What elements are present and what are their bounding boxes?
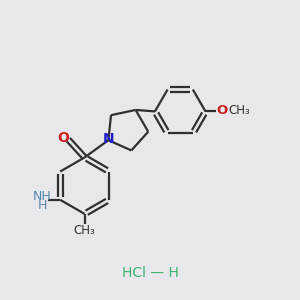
Text: O: O	[217, 104, 228, 117]
Text: N: N	[103, 132, 115, 146]
Text: O: O	[57, 131, 69, 145]
Text: H: H	[38, 199, 47, 212]
Text: HCl — H: HCl — H	[122, 266, 178, 280]
Text: CH₃: CH₃	[74, 224, 95, 237]
Text: CH₃: CH₃	[228, 104, 250, 117]
Text: NH: NH	[33, 190, 52, 203]
